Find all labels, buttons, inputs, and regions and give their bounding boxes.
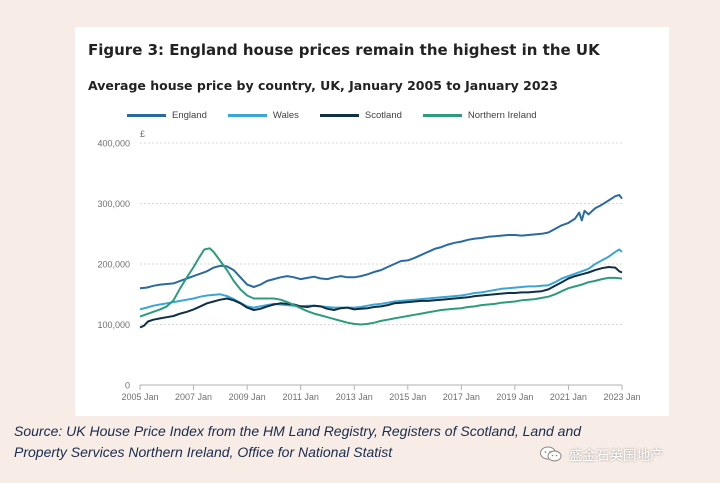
legend-label: Northern Ireland bbox=[467, 110, 537, 121]
legend-swatch bbox=[127, 114, 166, 117]
wechat-icon bbox=[540, 446, 562, 462]
x-tick-label: 2019 Jan bbox=[496, 392, 533, 402]
x-tick-label: 2023 Jan bbox=[603, 392, 640, 402]
y-tick-label: 100,000 bbox=[97, 320, 130, 330]
watermark-text: 盛金石英国地产 bbox=[569, 448, 664, 463]
x-tick-label: 2009 Jan bbox=[229, 392, 266, 402]
x-tick-label: 2005 Jan bbox=[121, 392, 158, 402]
x-tick-label: 2021 Jan bbox=[550, 392, 587, 402]
y-tick-label: 200,000 bbox=[97, 260, 130, 270]
x-tick-label: 2013 Jan bbox=[336, 392, 373, 402]
y-tick-label: 0 bbox=[125, 381, 130, 391]
legend-swatch bbox=[227, 114, 267, 117]
figure-title: Figure 3: England house prices remain th… bbox=[88, 41, 600, 59]
series-line-northern-ireland bbox=[139, 247, 623, 326]
series-line-wales bbox=[139, 248, 623, 311]
chart-card: Figure 3: England house prices remain th… bbox=[75, 27, 669, 416]
legend-label: Scotland bbox=[364, 110, 402, 121]
y-axis-unit-label: £ bbox=[140, 129, 145, 139]
legend-item-scotland: Scotland bbox=[319, 110, 402, 121]
series-line-scotland bbox=[139, 266, 623, 329]
legend-item-northern-ireland: Northern Ireland bbox=[422, 110, 537, 121]
legend-label: Wales bbox=[272, 110, 299, 121]
legend-item-wales: Wales bbox=[227, 110, 299, 121]
x-tick-label: 2017 Jan bbox=[443, 392, 480, 402]
line-chart: 0 100,000 200,000 300,000 400,000 £2005 Jan 20… bbox=[97, 129, 640, 402]
y-tick-label: 300,000 bbox=[97, 199, 130, 209]
chart-legend: England Wales Scotland Northern Ireland bbox=[127, 110, 558, 121]
series-line-england bbox=[139, 194, 623, 290]
legend-swatch bbox=[319, 114, 359, 117]
chart-subtitle: Average house price by country, UK, Janu… bbox=[88, 78, 558, 93]
x-tick-label: 2015 Jan bbox=[389, 392, 426, 402]
legend-item-england: England bbox=[127, 110, 207, 121]
y-tick-label: 400,000 bbox=[97, 139, 130, 149]
x-tick-label: 2007 Jan bbox=[175, 392, 212, 402]
legend-swatch bbox=[422, 114, 462, 117]
source-note: Source: UK House Price Index from the HM… bbox=[14, 423, 582, 460]
legend-label: England bbox=[172, 110, 207, 121]
watermark: 盛金石英国地产 bbox=[540, 444, 664, 464]
x-tick-label: 2011 Jan bbox=[282, 392, 318, 402]
